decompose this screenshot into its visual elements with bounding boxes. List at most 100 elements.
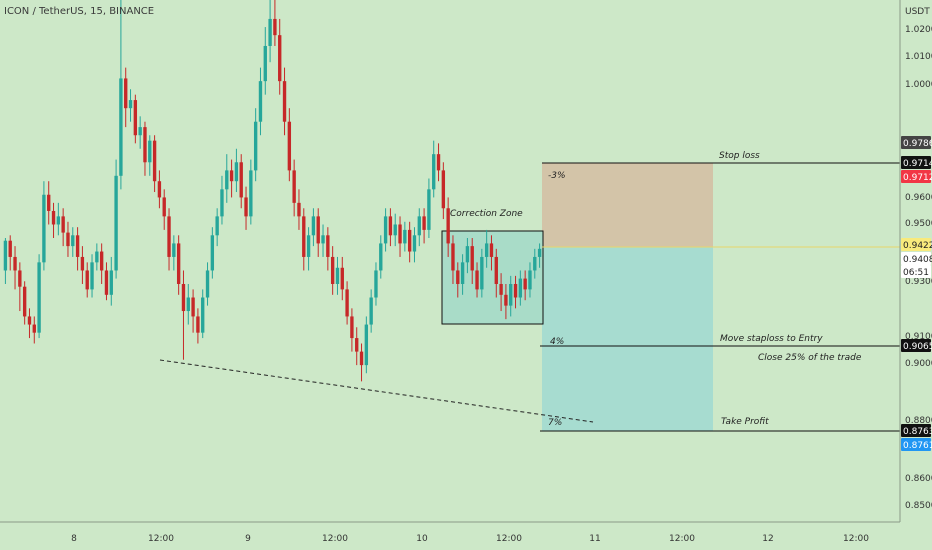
candle-body bbox=[494, 256, 498, 284]
time-tick-label: 12:00 bbox=[322, 534, 348, 544]
candle-body bbox=[51, 210, 56, 225]
dashed-trendline bbox=[159, 359, 594, 423]
candle-body bbox=[124, 78, 128, 109]
currency-label: USDT bbox=[905, 7, 930, 17]
candle-body bbox=[205, 270, 210, 298]
price-tag bbox=[901, 339, 931, 352]
candle-body bbox=[287, 121, 292, 171]
candle-body bbox=[335, 267, 340, 284]
candle-body bbox=[229, 170, 234, 182]
candle-body bbox=[27, 316, 32, 325]
candle-body bbox=[446, 208, 450, 244]
candle-body bbox=[172, 243, 176, 257]
candle-body bbox=[99, 251, 104, 271]
candle-body bbox=[249, 170, 253, 217]
candle-body bbox=[56, 216, 61, 225]
price-tag bbox=[901, 424, 931, 437]
candlestick-series bbox=[3, 0, 542, 382]
candle-body bbox=[436, 154, 441, 171]
price-tag-label: 0.9422 bbox=[903, 241, 932, 251]
candle-body bbox=[133, 100, 138, 136]
candle-body bbox=[379, 243, 383, 271]
candle-body bbox=[321, 235, 325, 244]
take-profit-label: Take Profit bbox=[721, 417, 769, 427]
candle-body bbox=[143, 127, 147, 163]
candle-body bbox=[210, 235, 215, 271]
move-stoploss-label: Move staploss to Entry bbox=[720, 334, 823, 344]
candle-body bbox=[278, 35, 282, 82]
candle-body bbox=[306, 235, 311, 257]
candle-body bbox=[509, 283, 513, 306]
candle-body bbox=[263, 45, 267, 82]
candle-body bbox=[364, 324, 369, 366]
candle-body bbox=[268, 18, 272, 46]
time-axis: 8 12:00 9 12:00 10 12:00 11 12:00 12 12:00 bbox=[71, 534, 869, 544]
candle-body bbox=[258, 81, 263, 122]
candle-body bbox=[427, 189, 431, 230]
candle-body bbox=[157, 181, 162, 198]
candle-body bbox=[523, 278, 527, 290]
candle-body bbox=[441, 170, 446, 209]
symbol-label: ICON / TetherUS, 15, BINANCE bbox=[4, 6, 154, 17]
candle-body bbox=[297, 202, 301, 217]
candle-body bbox=[37, 262, 41, 333]
candle-body bbox=[128, 100, 133, 109]
candle-body bbox=[162, 197, 166, 217]
candle-body bbox=[239, 162, 243, 198]
candle-body bbox=[528, 270, 532, 290]
time-tick-label: 11 bbox=[589, 534, 600, 544]
price-tag bbox=[901, 252, 931, 265]
candle-body bbox=[220, 189, 224, 217]
candle-body bbox=[350, 316, 354, 339]
stop-loss-label: Stop loss bbox=[719, 151, 760, 161]
candle-body bbox=[451, 243, 455, 271]
candle-body bbox=[90, 262, 94, 290]
candle-body bbox=[273, 18, 277, 36]
candle-body bbox=[422, 216, 426, 230]
candle-body bbox=[480, 256, 484, 290]
candle-body bbox=[359, 351, 364, 366]
candle-body bbox=[152, 140, 157, 182]
price-tag-label: 06:51 bbox=[903, 268, 929, 278]
candle-body bbox=[475, 270, 479, 290]
candle-body bbox=[191, 297, 195, 317]
price-tag bbox=[901, 438, 931, 451]
candle-body bbox=[326, 235, 330, 257]
candle-body bbox=[80, 256, 85, 271]
time-tick-label: 12 bbox=[762, 534, 773, 544]
time-tick-label: 8 bbox=[71, 534, 77, 544]
candle-body bbox=[355, 338, 359, 352]
price-tag-label: 0.9408 bbox=[903, 255, 932, 265]
candle-body bbox=[71, 235, 75, 247]
time-tick-label: 12:00 bbox=[843, 534, 869, 544]
candle-body bbox=[345, 289, 349, 317]
candle-body bbox=[32, 324, 36, 333]
candle-body bbox=[311, 216, 316, 236]
candle-body bbox=[369, 297, 373, 325]
candle-body bbox=[432, 154, 436, 190]
candle-body bbox=[316, 216, 320, 244]
candle-body bbox=[383, 216, 388, 244]
price-tag bbox=[901, 156, 931, 169]
candle-body bbox=[460, 262, 465, 284]
time-tick-label: 9 bbox=[245, 534, 251, 544]
candle-body bbox=[302, 216, 306, 257]
candle-body bbox=[18, 270, 22, 287]
candle-body bbox=[61, 216, 65, 233]
candle-body bbox=[403, 229, 407, 244]
price-tag-label: 0.8763 bbox=[903, 427, 932, 437]
price-tick-label: 1.0200 bbox=[905, 25, 932, 35]
candle-body bbox=[374, 270, 378, 298]
candle-body bbox=[513, 283, 518, 298]
candle-body bbox=[138, 127, 142, 136]
candle-body bbox=[13, 256, 17, 271]
candle-body bbox=[537, 248, 542, 257]
time-tick-label: 10 bbox=[416, 534, 428, 544]
candle-body bbox=[85, 270, 89, 290]
target-zone bbox=[542, 247, 713, 431]
candle-body bbox=[465, 246, 470, 263]
